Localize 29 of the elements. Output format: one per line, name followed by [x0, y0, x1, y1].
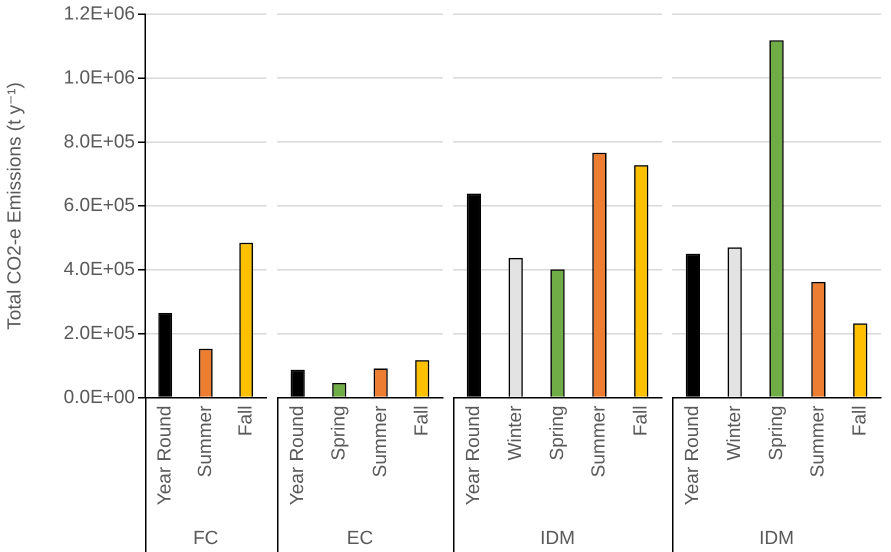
x-axis-title: EC: [346, 528, 374, 549]
x-tick-label: Year Round: [154, 406, 176, 506]
y-tick-label: 0.0E+00: [64, 386, 135, 408]
x-tick-label: Spring: [546, 406, 568, 460]
x-tick-label: Year Round: [463, 406, 484, 506]
y-tick-label: 6.0E+05: [64, 195, 135, 216]
x-tick-label: Winter: [504, 404, 526, 460]
x-tick-label: Fall: [235, 406, 256, 436]
y-tick-label: 1.0E+06: [64, 67, 135, 88]
y-tick-label: 2.0E+05: [64, 322, 135, 344]
y-tick-label: 8.0E+05: [64, 131, 135, 152]
x-tick-label: Year Round: [286, 406, 308, 506]
x-tick-label: Fall: [849, 406, 870, 436]
x-tick-label: Spring: [328, 406, 350, 460]
x-tick-label: Summer: [808, 404, 829, 478]
y-tick-label: 1.2E+06: [64, 4, 135, 25]
y-axis-title: Total CO2-e Emissions (t y⁻¹): [4, 82, 26, 330]
x-tick-label: Fall: [411, 406, 432, 436]
y-tick-label: 4.0E+05: [64, 259, 135, 280]
x-tick-label: Year Round: [682, 406, 704, 506]
x-axis-title: FC: [193, 528, 218, 549]
x-tick-label: Fall: [630, 406, 652, 436]
x-tick-label: Summer: [194, 404, 216, 478]
x-tick-label: Spring: [766, 406, 787, 460]
x-tick-label: Winter: [724, 404, 745, 460]
x-axis-title: IDM: [540, 528, 575, 549]
x-tick-label: Summer: [588, 404, 610, 478]
x-axis-title: IDM: [759, 528, 794, 549]
x-tick-label: Summer: [370, 404, 391, 478]
